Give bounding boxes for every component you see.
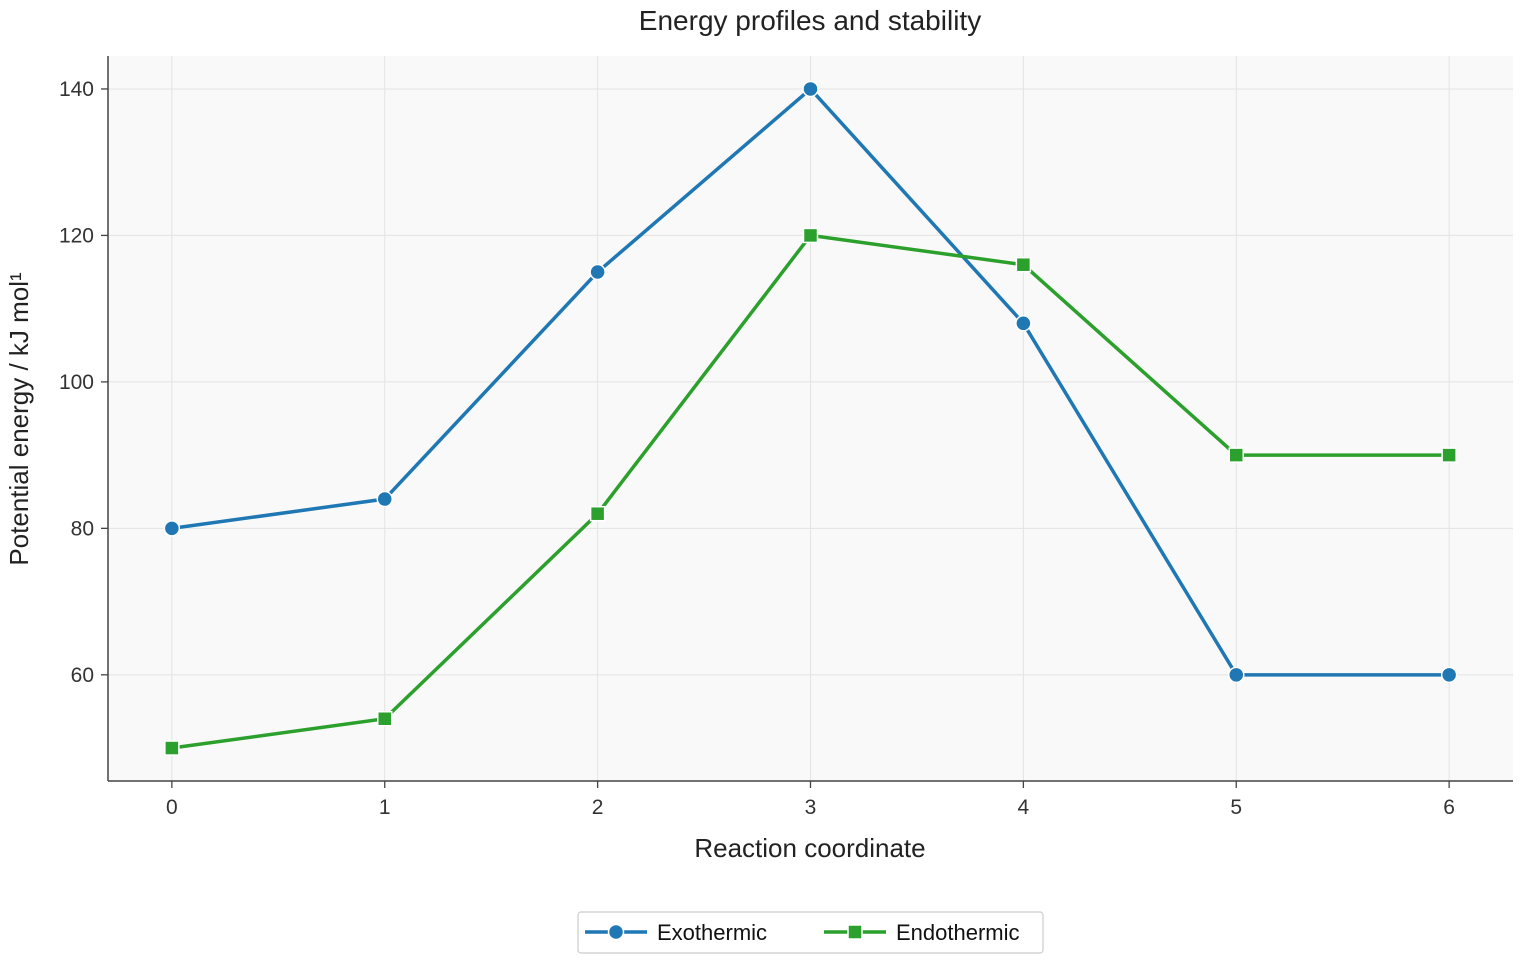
series-endothermic [164,227,1457,756]
endothermic-point [1015,256,1032,273]
x-tick-label: 0 [166,796,178,819]
endothermic-point [164,740,180,756]
exothermic-point [1015,315,1032,332]
legend-swatch-marker [847,924,863,940]
x-tick-label: 5 [1230,796,1242,819]
legend-items: Exothermic Endothermic [585,920,1020,945]
exothermic-point [163,520,181,537]
legend-frame [577,911,1044,954]
exothermic-point [1440,666,1458,684]
legend-swatch-marker [607,923,625,941]
series-exothermic [163,80,1458,684]
legend: Exothermic Endothermic [577,911,1044,954]
x-tick-label: 2 [592,796,604,819]
x-tick-label: 6 [1443,796,1455,819]
exothermic-point [802,80,819,98]
y-tick-label: 60 [71,664,94,687]
x-tick-label: 3 [805,796,817,819]
legend-label-exothermic: Exothermic [657,920,767,945]
y-axis-label: Potential energy / kJ mol¹ [4,272,34,566]
y-tick-label: 140 [59,78,94,101]
y-tick-label: 100 [59,371,94,394]
endothermic-point [376,711,393,727]
chart-title: Energy profiles and stability [639,5,981,36]
exothermic-point [376,490,393,508]
legend-item-exothermic: Exothermic [585,920,767,945]
x-tick-label: 4 [1018,796,1030,819]
endothermic-point [1441,447,1457,463]
endothermic-point [589,505,606,522]
x-ticks: 0 1 2 3 4 5 6 [166,781,1455,819]
y-tick-label: 80 [71,517,94,540]
y-tick-label: 120 [59,224,94,247]
exothermic-point [1228,666,1245,684]
endothermic-point [802,227,819,244]
legend-item-endothermic: Endothermic [824,920,1020,945]
series-layer [163,80,1458,756]
endothermic-point [1228,447,1245,463]
x-axis-label: Reaction coordinate [694,833,925,863]
x-tick-label: 1 [379,796,391,819]
y-ticks: 60 80 100 120 140 [59,78,108,687]
exothermic-point [589,263,606,281]
legend-label-endothermic: Endothermic [896,920,1020,945]
